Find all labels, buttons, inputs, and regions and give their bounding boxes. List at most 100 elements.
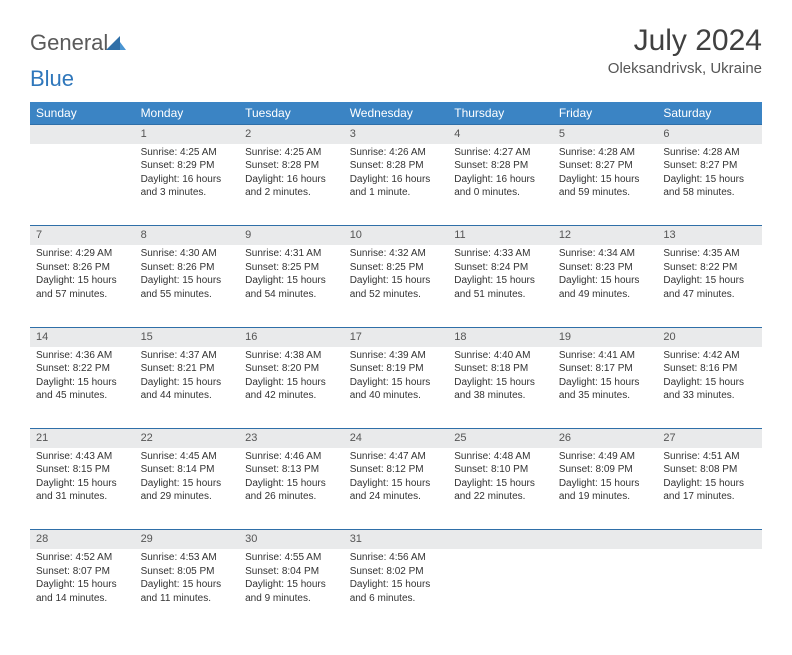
sunset-text: Sunset: 8:02 PM: [350, 565, 443, 579]
daylight-text: Daylight: 16 hours and 3 minutes.: [141, 173, 234, 200]
sunrise-text: Sunrise: 4:48 AM: [454, 450, 547, 464]
weekday-header: Friday: [553, 102, 658, 125]
daylight-text: Daylight: 15 hours and 58 minutes.: [663, 173, 756, 200]
day-cell: Sunrise: 4:52 AMSunset: 8:07 PMDaylight:…: [30, 549, 135, 631]
day-cell: Sunrise: 4:51 AMSunset: 8:08 PMDaylight:…: [657, 448, 762, 530]
sunrise-text: Sunrise: 4:45 AM: [141, 450, 234, 464]
day-cell: Sunrise: 4:41 AMSunset: 8:17 PMDaylight:…: [553, 347, 658, 429]
daylight-text: Daylight: 15 hours and 45 minutes.: [36, 376, 129, 403]
header: GeneralBlue July 2024 Oleksandrivsk, Ukr…: [30, 24, 762, 92]
daylight-text: Daylight: 16 hours and 0 minutes.: [454, 173, 547, 200]
sunset-text: Sunset: 8:15 PM: [36, 463, 129, 477]
sunrise-text: Sunrise: 4:46 AM: [245, 450, 338, 464]
day-number-cell: 5: [553, 125, 658, 144]
day-number-cell: 11: [448, 226, 553, 245]
sunset-text: Sunset: 8:17 PM: [559, 362, 652, 376]
day-cell: Sunrise: 4:43 AMSunset: 8:15 PMDaylight:…: [30, 448, 135, 530]
weekday-header: Sunday: [30, 102, 135, 125]
day-cell: Sunrise: 4:34 AMSunset: 8:23 PMDaylight:…: [553, 245, 658, 327]
sunrise-text: Sunrise: 4:31 AM: [245, 247, 338, 261]
weekday-header: Monday: [135, 102, 240, 125]
daylight-text: Daylight: 15 hours and 26 minutes.: [245, 477, 338, 504]
sunset-text: Sunset: 8:23 PM: [559, 261, 652, 275]
daylight-text: Daylight: 15 hours and 33 minutes.: [663, 376, 756, 403]
weekday-header: Saturday: [657, 102, 762, 125]
sunset-text: Sunset: 8:04 PM: [245, 565, 338, 579]
sunset-text: Sunset: 8:20 PM: [245, 362, 338, 376]
brand-part2: Blue: [30, 66, 74, 91]
day-number-cell: 16: [239, 327, 344, 346]
sunrise-text: Sunrise: 4:52 AM: [36, 551, 129, 565]
day-number-cell: 17: [344, 327, 449, 346]
sunset-text: Sunset: 8:05 PM: [141, 565, 234, 579]
day-cell: Sunrise: 4:46 AMSunset: 8:13 PMDaylight:…: [239, 448, 344, 530]
day-number-cell: 18: [448, 327, 553, 346]
day-cell: Sunrise: 4:36 AMSunset: 8:22 PMDaylight:…: [30, 347, 135, 429]
daylight-text: Daylight: 15 hours and 40 minutes.: [350, 376, 443, 403]
day-number-cell: 4: [448, 125, 553, 144]
sunrise-text: Sunrise: 4:32 AM: [350, 247, 443, 261]
day-cell: Sunrise: 4:56 AMSunset: 8:02 PMDaylight:…: [344, 549, 449, 631]
day-number-cell: 22: [135, 429, 240, 448]
day-number-cell: 1: [135, 125, 240, 144]
sunset-text: Sunset: 8:28 PM: [245, 159, 338, 173]
day-number-cell: 24: [344, 429, 449, 448]
sunrise-text: Sunrise: 4:41 AM: [559, 349, 652, 363]
day-number-cell: 29: [135, 530, 240, 549]
sunset-text: Sunset: 8:09 PM: [559, 463, 652, 477]
day-cell: [657, 549, 762, 631]
day-cell: Sunrise: 4:31 AMSunset: 8:25 PMDaylight:…: [239, 245, 344, 327]
daylight-text: Daylight: 15 hours and 19 minutes.: [559, 477, 652, 504]
daylight-text: Daylight: 15 hours and 47 minutes.: [663, 274, 756, 301]
day-number-cell: 2: [239, 125, 344, 144]
sunrise-text: Sunrise: 4:51 AM: [663, 450, 756, 464]
day-cell: Sunrise: 4:27 AMSunset: 8:28 PMDaylight:…: [448, 144, 553, 226]
day-number-cell: 31: [344, 530, 449, 549]
sunrise-text: Sunrise: 4:26 AM: [350, 146, 443, 160]
day-cell: Sunrise: 4:38 AMSunset: 8:20 PMDaylight:…: [239, 347, 344, 429]
daylight-text: Daylight: 15 hours and 35 minutes.: [559, 376, 652, 403]
sunset-text: Sunset: 8:10 PM: [454, 463, 547, 477]
sunrise-text: Sunrise: 4:39 AM: [350, 349, 443, 363]
day-number-cell: 9: [239, 226, 344, 245]
day-cell: Sunrise: 4:40 AMSunset: 8:18 PMDaylight:…: [448, 347, 553, 429]
week-row: Sunrise: 4:25 AMSunset: 8:29 PMDaylight:…: [30, 144, 762, 226]
sunrise-text: Sunrise: 4:55 AM: [245, 551, 338, 565]
day-cell: Sunrise: 4:33 AMSunset: 8:24 PMDaylight:…: [448, 245, 553, 327]
sunrise-text: Sunrise: 4:30 AM: [141, 247, 234, 261]
sunset-text: Sunset: 8:07 PM: [36, 565, 129, 579]
daylight-text: Daylight: 15 hours and 31 minutes.: [36, 477, 129, 504]
daylight-text: Daylight: 16 hours and 1 minute.: [350, 173, 443, 200]
day-cell: Sunrise: 4:25 AMSunset: 8:29 PMDaylight:…: [135, 144, 240, 226]
sunrise-text: Sunrise: 4:33 AM: [454, 247, 547, 261]
daylight-text: Daylight: 15 hours and 54 minutes.: [245, 274, 338, 301]
daylight-text: Daylight: 15 hours and 24 minutes.: [350, 477, 443, 504]
day-cell: Sunrise: 4:28 AMSunset: 8:27 PMDaylight:…: [553, 144, 658, 226]
sunrise-text: Sunrise: 4:37 AM: [141, 349, 234, 363]
sunrise-text: Sunrise: 4:25 AM: [245, 146, 338, 160]
sunrise-text: Sunrise: 4:47 AM: [350, 450, 443, 464]
sunset-text: Sunset: 8:16 PM: [663, 362, 756, 376]
day-number-cell: 27: [657, 429, 762, 448]
daylight-text: Daylight: 15 hours and 44 minutes.: [141, 376, 234, 403]
location-label: Oleksandrivsk, Ukraine: [608, 60, 762, 77]
sunrise-text: Sunrise: 4:28 AM: [663, 146, 756, 160]
day-cell: Sunrise: 4:39 AMSunset: 8:19 PMDaylight:…: [344, 347, 449, 429]
day-cell: Sunrise: 4:32 AMSunset: 8:25 PMDaylight:…: [344, 245, 449, 327]
sunrise-text: Sunrise: 4:34 AM: [559, 247, 652, 261]
sunset-text: Sunset: 8:26 PM: [141, 261, 234, 275]
week-row: Sunrise: 4:43 AMSunset: 8:15 PMDaylight:…: [30, 448, 762, 530]
sunset-text: Sunset: 8:13 PM: [245, 463, 338, 477]
day-number-cell: 26: [553, 429, 658, 448]
day-cell: Sunrise: 4:29 AMSunset: 8:26 PMDaylight:…: [30, 245, 135, 327]
weekday-header: Tuesday: [239, 102, 344, 125]
weekday-header: Wednesday: [344, 102, 449, 125]
daylight-text: Daylight: 15 hours and 14 minutes.: [36, 578, 129, 605]
sunset-text: Sunset: 8:21 PM: [141, 362, 234, 376]
week-row: Sunrise: 4:52 AMSunset: 8:07 PMDaylight:…: [30, 549, 762, 631]
daynum-row: 28293031: [30, 530, 762, 549]
sunrise-text: Sunrise: 4:53 AM: [141, 551, 234, 565]
day-number-cell: 7: [30, 226, 135, 245]
sunset-text: Sunset: 8:26 PM: [36, 261, 129, 275]
logo-sail-icon: [106, 30, 126, 56]
